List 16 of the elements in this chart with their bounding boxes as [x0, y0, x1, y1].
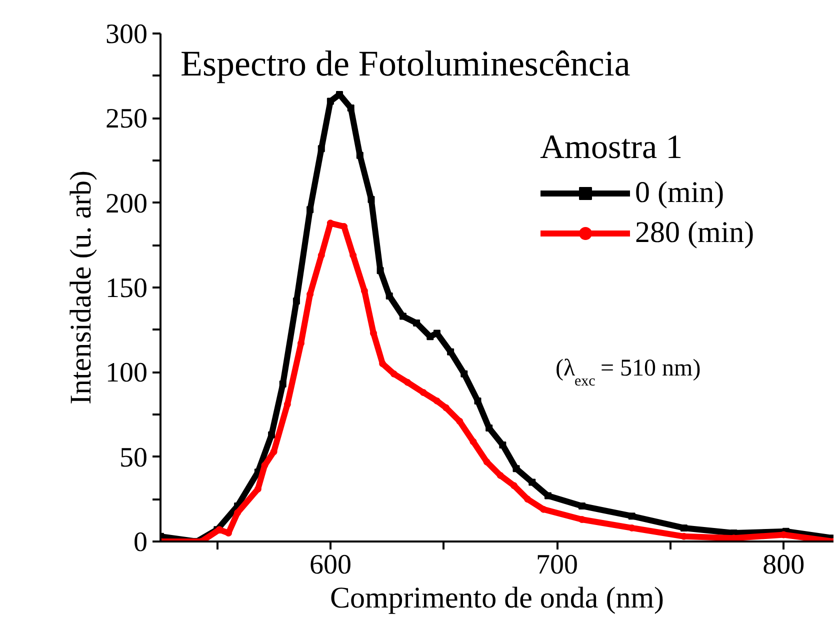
y-tick-label: 0	[134, 527, 148, 558]
y-tick-label: 200	[106, 188, 148, 220]
chart-title: Espectro de Fotoluminescência	[180, 44, 630, 84]
y-tick-label: 150	[106, 273, 148, 304]
legend-title: Amostra 1	[540, 129, 684, 167]
legend-label: 0 (min)	[635, 175, 724, 211]
y-axis-title: Intensidade (u. arb)	[64, 170, 98, 405]
y-tick-label: 300	[106, 19, 148, 50]
x-axis-title: Comprimento de onda (nm)	[330, 582, 664, 614]
y-tick-label: 250	[106, 104, 148, 135]
y-tick-label: 50	[120, 442, 148, 474]
x-tick-label: 700	[536, 550, 578, 580]
x-tick-label: 800	[762, 550, 805, 580]
y-tick-label: 100	[106, 358, 148, 389]
x-tick-label: 600	[309, 550, 352, 580]
legend-label: 280 (min)	[635, 215, 754, 251]
